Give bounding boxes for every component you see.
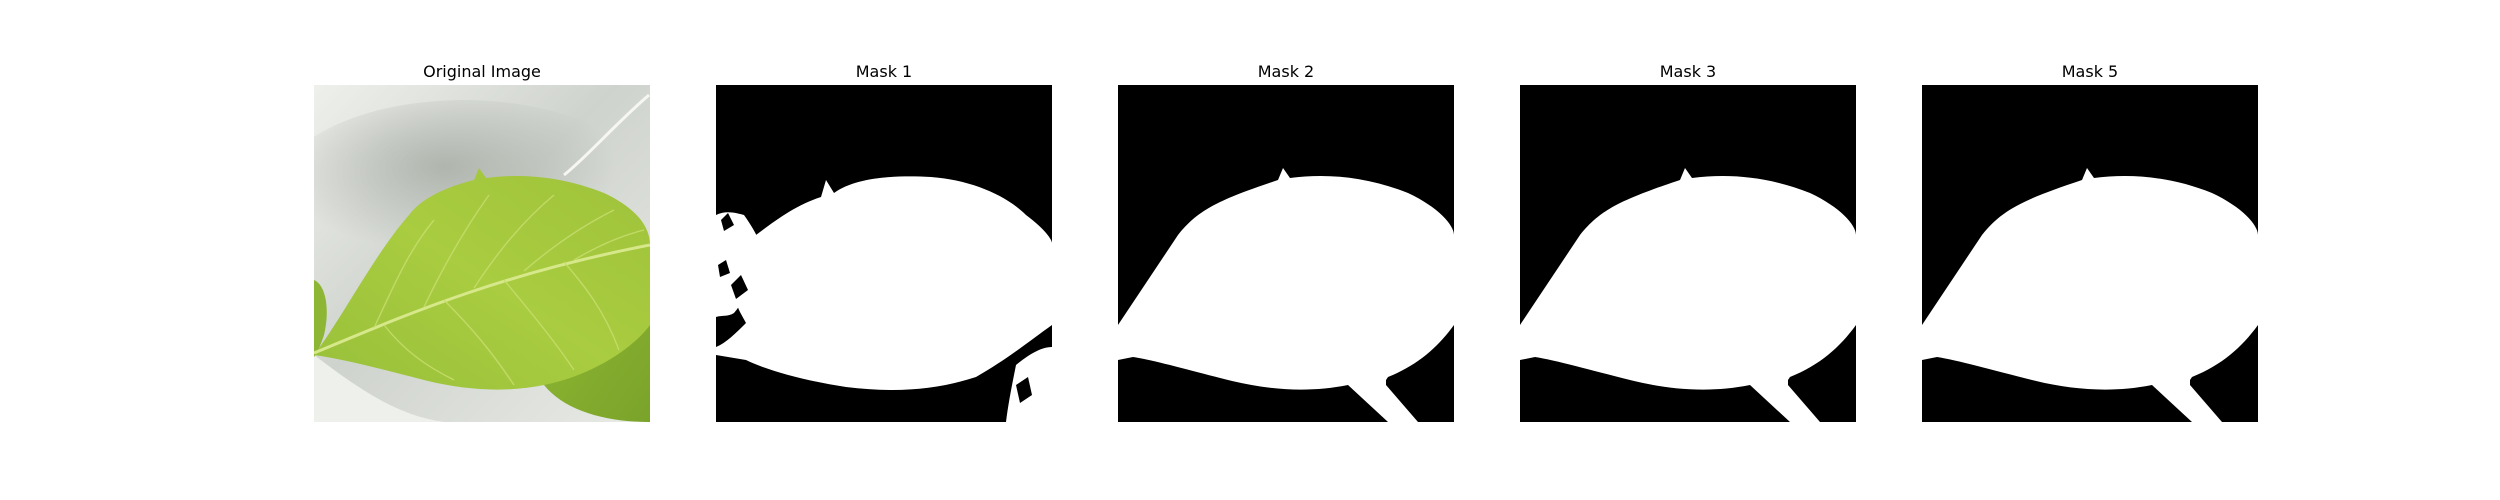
mask-1-panel: Mask 1 [716,60,1052,422]
original-image-panel: Original Image [314,60,650,422]
original-image [314,85,650,422]
photo-leaf-midrib [314,243,650,355]
mask-2-image [1118,85,1454,422]
panel-title-mask-2: Mask 2 [1257,62,1315,81]
photo-edge-leaf [314,280,327,357]
mask-5-image [1922,85,2258,422]
mask-2-leaf [1118,168,1454,422]
panel-title-mask-3: Mask 3 [1659,62,1717,81]
photo-leaf-veins [373,194,645,386]
mask-3-leaf [1520,168,1856,422]
mask-1-noise-hole-c [718,260,730,277]
mask-1-image [716,85,1052,422]
panel-title-mask-1: Mask 1 [855,62,913,81]
photo-surface [314,355,444,422]
mask-2-panel: Mask 2 [1118,60,1454,422]
panel-title-original-image: Original Image [423,62,541,81]
mask-1-noise-left [716,212,763,317]
mask-1-noise-hole-a [721,213,734,231]
mask-5-panel: Mask 5 [1922,60,2258,422]
panel-title-mask-5: Mask 5 [2061,62,2119,81]
photo-main-leaf [314,168,650,390]
mask-1-noise-hole-b [731,275,748,299]
mask-3-panel: Mask 3 [1520,60,1856,422]
photo-stem-line [563,93,650,177]
mask-1-leaf [716,176,1052,390]
mask-3-image [1520,85,1856,422]
mask-1-noise-hole-d [1016,377,1032,403]
mask-5-leaf [1922,168,2258,422]
